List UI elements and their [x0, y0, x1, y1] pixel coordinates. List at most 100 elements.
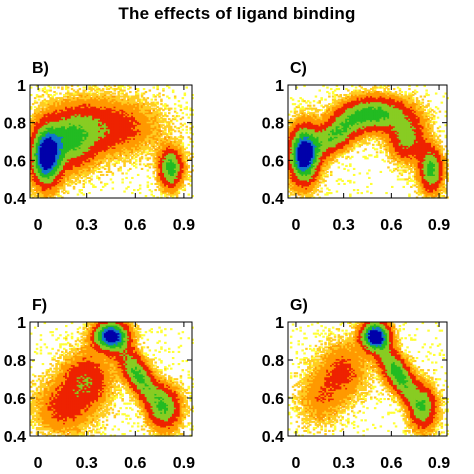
- heatmap-cell: [59, 110, 62, 113]
- heatmap-cell: [33, 140, 37, 143]
- heatmap-cell: [170, 181, 173, 184]
- heatmap-cell: [127, 121, 130, 124]
- heatmap-cell: [131, 121, 134, 124]
- heatmap-cell: [293, 137, 297, 140]
- heatmap-cell: [289, 124, 293, 127]
- heatmap-cell: [170, 151, 173, 154]
- heatmap-cell: [293, 115, 297, 118]
- heatmap-cell: [133, 125, 136, 128]
- heatmap-cell: [109, 118, 113, 121]
- heatmap-cell: [80, 106, 83, 109]
- heatmap-cell: [299, 185, 302, 188]
- heatmap-cell: [146, 115, 150, 118]
- heatmap-cell: [31, 143, 35, 146]
- heatmap-cell: [84, 181, 87, 184]
- heatmap-cell: [113, 103, 117, 106]
- heatmap-cell: [123, 130, 126, 133]
- heatmap-cell: [92, 145, 95, 148]
- heatmap-cell: [65, 161, 68, 164]
- heatmap-cell: [168, 178, 171, 181]
- heatmap-cell: [80, 116, 83, 119]
- heatmap-cell: [181, 151, 185, 154]
- heatmap-cell: [55, 157, 58, 160]
- heatmap-cell: [119, 112, 122, 115]
- heatmap-cell: [168, 155, 171, 158]
- heatmap-cell: [301, 134, 304, 137]
- heatmap-cell: [74, 118, 78, 121]
- heatmap-cell: [123, 149, 126, 152]
- heatmap-cell: [65, 178, 68, 181]
- heatmap-cell: [101, 100, 105, 103]
- heatmap-cell: [74, 116, 78, 119]
- heatmap-cell: [100, 139, 103, 142]
- heatmap-cell: [125, 128, 128, 131]
- heatmap-cell: [170, 127, 173, 130]
- heatmap-cell: [127, 137, 130, 140]
- heatmap-cell: [63, 143, 66, 146]
- heatmap-cell: [181, 148, 185, 151]
- heatmap-cell: [125, 146, 128, 149]
- heatmap-cell: [80, 115, 83, 118]
- heatmap-cell: [303, 118, 306, 121]
- heatmap-cell: [74, 103, 78, 106]
- heatmap-cell: [31, 136, 35, 139]
- heatmap-cell: [305, 193, 308, 196]
- heatmap-cell: [295, 131, 299, 134]
- heatmap-cell: [43, 172, 47, 175]
- heatmap-cell: [86, 122, 89, 125]
- heatmap-cell: [84, 173, 87, 176]
- heatmap-cell: [117, 88, 120, 91]
- heatmap-cell: [162, 109, 165, 112]
- heatmap-cell: [76, 164, 80, 167]
- heatmap-cell: [59, 145, 62, 148]
- heatmap-cell: [131, 98, 134, 101]
- heatmap-cell: [121, 140, 124, 143]
- heatmap-cell: [293, 121, 297, 124]
- heatmap-cell: [303, 100, 306, 103]
- heatmap-cell: [35, 119, 39, 122]
- heatmap-cell: [98, 121, 101, 124]
- heatmap-cell: [43, 103, 47, 106]
- heatmap-cell: [51, 104, 54, 107]
- heatmap-cell: [162, 143, 165, 146]
- heatmap-cell: [148, 119, 152, 122]
- heatmap-cell: [119, 85, 122, 88]
- heatmap-cell: [115, 124, 118, 127]
- heatmap-cell: [138, 103, 142, 106]
- heatmap-cell: [70, 139, 74, 142]
- heatmap-cell: [177, 182, 181, 185]
- heatmap-cell: [100, 115, 103, 118]
- heatmap-cell: [138, 140, 142, 143]
- heatmap-cell: [136, 128, 140, 131]
- heatmap-cell: [289, 169, 293, 172]
- heatmap-cell: [156, 110, 159, 113]
- heatmap-cell: [111, 109, 115, 112]
- heatmap-cell: [131, 122, 134, 125]
- heatmap-cell: [86, 154, 89, 157]
- heatmap-cell: [152, 154, 155, 157]
- heatmap-cell: [55, 154, 58, 157]
- heatmap-cell: [164, 195, 167, 198]
- heatmap-cell: [59, 112, 62, 115]
- heatmap-cell: [70, 88, 74, 91]
- heatmap-cell: [53, 91, 56, 94]
- heatmap-cell: [173, 95, 177, 98]
- heatmap-cell: [179, 181, 183, 184]
- heatmap-cell: [33, 112, 37, 115]
- heatmap-cell: [168, 112, 171, 115]
- heatmap-cell: [152, 125, 155, 128]
- heatmap-cell: [303, 170, 306, 173]
- heatmap-cell: [113, 139, 117, 142]
- heatmap-cell: [68, 170, 72, 173]
- heatmap-cell: [111, 158, 115, 161]
- heatmap-cell: [59, 100, 62, 103]
- heatmap-cell: [113, 160, 117, 163]
- heatmap-cell: [111, 136, 115, 139]
- heatmap-cell: [76, 161, 80, 164]
- heatmap-cell: [148, 133, 152, 136]
- heatmap-cell: [297, 121, 300, 124]
- heatmap-cell: [84, 154, 87, 157]
- heatmap-cell: [68, 169, 72, 172]
- heatmap-cell: [288, 170, 291, 173]
- heatmap-cell: [305, 140, 308, 143]
